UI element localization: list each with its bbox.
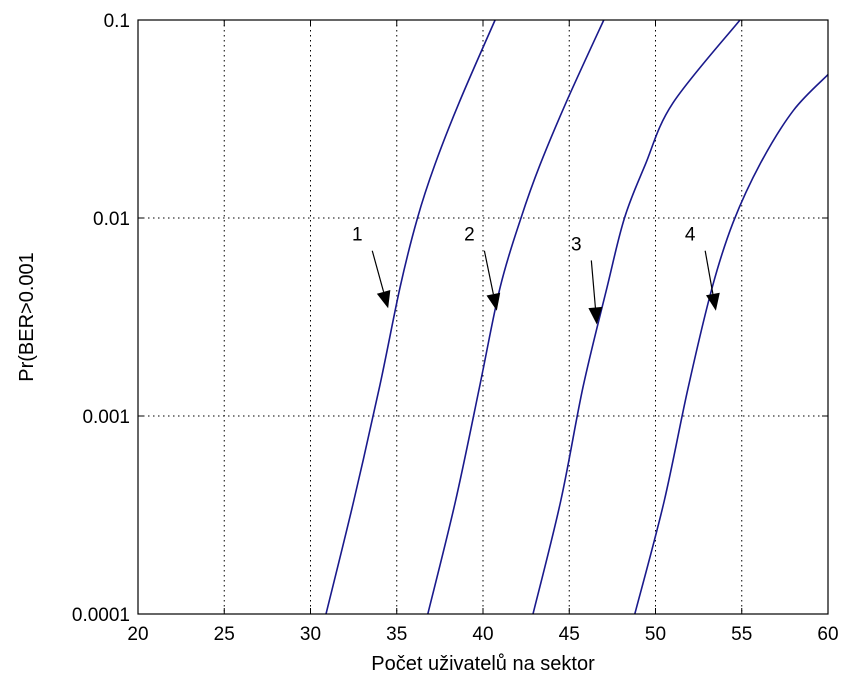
x-tick-label: 30: [300, 624, 321, 645]
x-tick-label: 50: [645, 624, 666, 645]
y-tick-label: 0.01: [93, 209, 130, 230]
annotation-arrow-shaft-4: [704, 250, 714, 295]
annotation-arrow-head-3: [588, 306, 603, 325]
x-axis-label: Počet uživatelů na sektor: [371, 653, 595, 675]
annotation-arrow-head-4: [706, 292, 720, 311]
y-tick-label: 0.001: [82, 407, 130, 428]
annotation-arrow-shaft-3: [590, 260, 596, 308]
series-line-3: [532, 19, 741, 615]
annotation-label-3: 3: [571, 234, 582, 255]
y-tick-label: 0.0001: [72, 605, 130, 626]
annotation-label-1: 1: [352, 225, 363, 246]
annotation-arrow-shaft-1: [371, 250, 385, 293]
plot-area: [138, 20, 828, 614]
annotation-arrow-head-2: [486, 292, 501, 311]
series-line-2: [427, 19, 605, 615]
series-layer: [325, 19, 829, 615]
x-tick-label: 40: [472, 624, 493, 645]
annotation-label-4: 4: [685, 225, 696, 246]
annotations: 1 2 3 4: [352, 225, 720, 325]
series-line-4: [634, 74, 829, 615]
series-line-1: [325, 19, 496, 615]
y-tick-label: 0.1: [104, 11, 130, 32]
annotation-arrow-shaft-2: [483, 250, 494, 295]
ticks: 20 25 30 35 40 45 50 55 60 0.0001 0.001 0.01 0.1: [72, 11, 839, 645]
x-tick-label: 55: [731, 624, 752, 645]
x-tick-label: 60: [817, 624, 838, 645]
y-axis-label: Pr(BER>0.001: [16, 252, 38, 382]
x-tick-label: 45: [559, 624, 580, 645]
x-tick-label: 35: [386, 624, 407, 645]
annotation-arrow-head-1: [376, 290, 391, 309]
annotation-label-2: 2: [464, 225, 475, 246]
x-tick-label: 20: [127, 624, 148, 645]
x-tick-label: 25: [214, 624, 235, 645]
grid: [138, 20, 828, 614]
